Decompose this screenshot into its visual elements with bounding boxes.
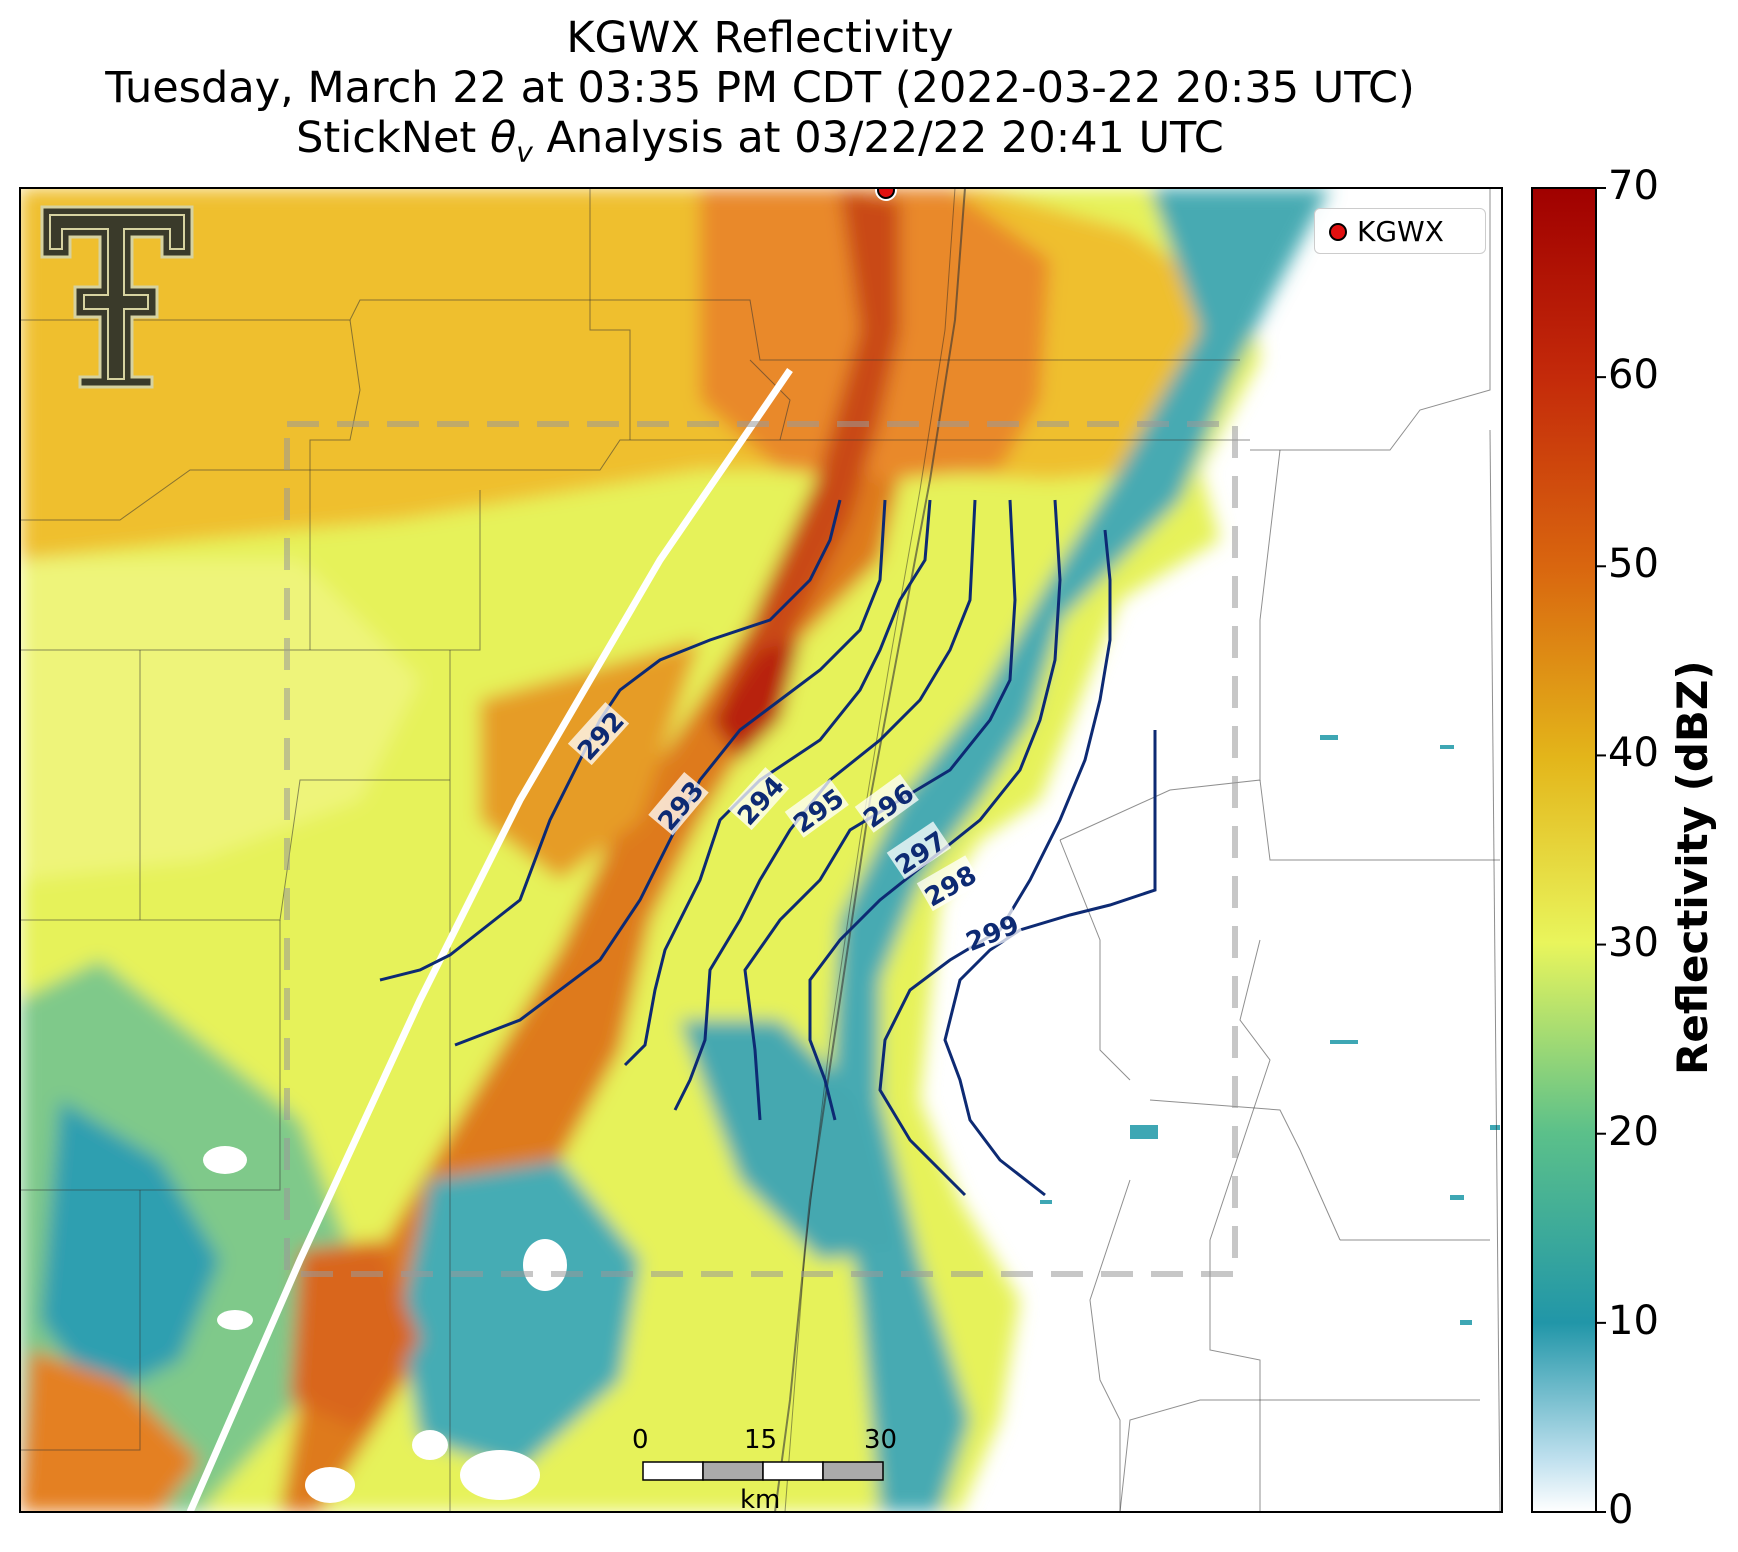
contour-292	[379, 499, 842, 982]
contour-label-bg	[854, 773, 919, 833]
colorbar-tick-label: 40	[1608, 730, 1659, 777]
scale-bar	[642, 1461, 884, 1481]
colorbar-tick-label: 30	[1608, 919, 1659, 966]
contour-295	[673, 499, 977, 1111]
contour-293	[454, 499, 887, 1047]
texas-tech-logo	[40, 205, 194, 389]
contour-label-bg	[959, 904, 1024, 956]
map-frame	[19, 187, 1503, 1513]
colorbar-tick-label: 70	[1608, 163, 1659, 209]
legend: KGWX	[1314, 208, 1486, 254]
contour-label-bg	[567, 702, 630, 766]
analysis-domain-box	[284, 421, 1238, 1277]
title-line-3: StickNet θv Analysis at 03/22/22 20:41 U…	[296, 113, 1224, 169]
county-boundaries	[20, 188, 1501, 1512]
scale-tick-15: 15	[744, 1425, 778, 1455]
scale-tick-0: 0	[632, 1425, 649, 1455]
contour-label-bg	[784, 778, 849, 838]
highway-line	[784, 188, 956, 1512]
colorbar	[1531, 187, 1597, 1513]
track-line	[186, 368, 793, 1512]
contour-298	[878, 529, 1112, 1197]
contour-label-bg	[648, 771, 709, 836]
colorbar-tick-label: 0	[1608, 1487, 1634, 1533]
contour-label-bg	[886, 821, 952, 880]
title-line-1: KGWX Reflectivity	[566, 13, 954, 63]
colorbar-tick-label: 10	[1608, 1297, 1659, 1344]
contour-label-bg	[916, 855, 982, 912]
colorbar-label: Reflectivity (dBZ)	[1668, 660, 1717, 1075]
scale-unit: km	[740, 1485, 781, 1515]
legend-marker	[1329, 223, 1347, 241]
scale-tick-30: 30	[864, 1425, 898, 1455]
contour-label-bg	[727, 767, 790, 831]
radar-site-marker	[877, 188, 895, 199]
colorbar-tick-label: 50	[1608, 541, 1659, 588]
contour-299	[943, 730, 1157, 1197]
title-line-2: Tuesday, March 22 at 03:35 PM CDT (2022-…	[105, 63, 1415, 113]
colorbar-tick-label: 60	[1608, 352, 1659, 399]
colorbar-tick-label: 20	[1608, 1108, 1659, 1155]
legend-label: KGWX	[1357, 215, 1444, 248]
